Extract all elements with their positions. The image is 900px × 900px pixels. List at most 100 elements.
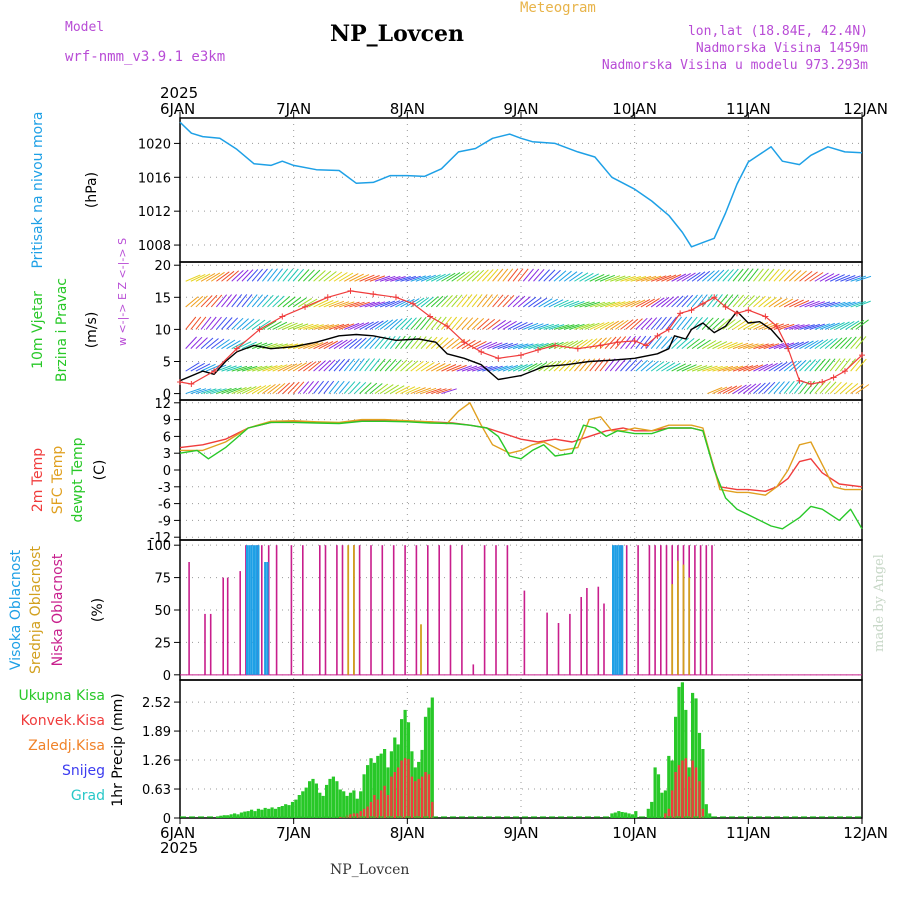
wind-vector bbox=[436, 273, 451, 282]
bar-ukupna-kisa bbox=[284, 804, 288, 818]
wind-vector bbox=[195, 316, 207, 330]
wind-vector bbox=[855, 358, 867, 372]
wind-vector bbox=[625, 318, 639, 330]
wind-vector bbox=[226, 387, 242, 395]
bar-ukupna-kisa bbox=[660, 792, 664, 818]
wind-vector bbox=[528, 343, 544, 350]
wind-vector bbox=[717, 341, 733, 350]
wind-vector bbox=[374, 336, 386, 349]
wind-vector bbox=[533, 342, 549, 350]
wind-vector bbox=[599, 336, 612, 350]
bar-ukupna-kisa bbox=[708, 813, 712, 818]
wind-vector bbox=[661, 274, 677, 282]
wind-vector bbox=[343, 338, 358, 350]
wind-vector bbox=[415, 336, 427, 349]
wind-vector bbox=[788, 360, 802, 372]
x-tick-label-top: 9JAN bbox=[503, 100, 538, 118]
wind-vector bbox=[492, 342, 508, 350]
wind-vector bbox=[819, 273, 835, 282]
wind-vector bbox=[850, 301, 866, 308]
wind-vector bbox=[773, 269, 786, 282]
y-tick-label: 25 bbox=[154, 636, 171, 651]
wind-vector bbox=[804, 300, 820, 308]
wind-vector bbox=[282, 382, 295, 394]
bar-ukupna-kisa bbox=[650, 801, 654, 818]
wind-vector bbox=[824, 381, 837, 394]
bar-ukupna-kisa bbox=[369, 758, 373, 818]
gust-marker bbox=[785, 345, 792, 352]
y-tick-label: 75 bbox=[154, 572, 171, 587]
wind-vector bbox=[722, 385, 738, 395]
wind-vector bbox=[522, 268, 534, 282]
wind-vector bbox=[415, 316, 427, 330]
wind-vector bbox=[579, 338, 593, 350]
wind-vector bbox=[390, 385, 405, 395]
pressure-unit: (hPa) bbox=[84, 172, 100, 208]
wind-vector bbox=[845, 275, 861, 282]
bar-konvek-kisa bbox=[390, 776, 393, 818]
wind-vector bbox=[794, 270, 807, 282]
wind-vector bbox=[793, 380, 805, 394]
bar-ukupna-kisa bbox=[670, 760, 674, 818]
wind-vector bbox=[512, 295, 526, 308]
wind-vector bbox=[523, 322, 539, 330]
wind-vector bbox=[584, 273, 600, 282]
wind-vector bbox=[405, 360, 419, 372]
wind-vector bbox=[610, 275, 626, 282]
wind-vector bbox=[553, 324, 570, 330]
wind-vector bbox=[497, 320, 512, 330]
wind-vector bbox=[221, 339, 236, 350]
wind-vector bbox=[292, 297, 307, 308]
panel-frame bbox=[179, 261, 863, 401]
bar-ukupna-kisa bbox=[663, 790, 667, 818]
x-tick-label-top: 7JAN bbox=[276, 100, 311, 118]
bar-ukupna-kisa bbox=[352, 790, 356, 818]
wind-vector bbox=[369, 336, 381, 349]
wind-vector bbox=[441, 337, 454, 350]
gust-marker bbox=[665, 326, 672, 333]
cloud-label-high: Visoka Oblacnost bbox=[8, 549, 24, 670]
wind-unit: (m/s) bbox=[84, 312, 100, 349]
wind-vector bbox=[742, 383, 757, 394]
wind-vector bbox=[226, 317, 239, 330]
wind-vector bbox=[384, 300, 401, 308]
model-name: wrf-nmm_v3.9.1 e3km bbox=[65, 49, 226, 65]
wind-vector bbox=[799, 300, 815, 308]
wind-vector bbox=[257, 384, 271, 395]
wind-vector bbox=[303, 324, 319, 330]
wind-vector bbox=[594, 301, 611, 308]
wind-vector bbox=[323, 271, 337, 282]
wind-vector bbox=[840, 275, 856, 282]
wind-vector bbox=[379, 358, 391, 372]
bar-ukupna-kisa bbox=[328, 778, 332, 818]
bar-ukupna-kisa bbox=[270, 807, 274, 818]
wind-vector bbox=[676, 363, 692, 372]
wind-vector bbox=[814, 338, 829, 350]
wind-vector bbox=[318, 270, 332, 282]
wind-vector bbox=[748, 343, 764, 350]
wind-vector bbox=[855, 300, 871, 308]
wind-vector bbox=[855, 275, 872, 282]
wind-vector bbox=[640, 275, 657, 282]
bar-ukupna-kisa bbox=[423, 716, 428, 818]
wind-vector bbox=[543, 324, 560, 330]
wind-vector bbox=[528, 362, 543, 372]
wind-vector bbox=[456, 294, 468, 308]
bar-ukupna-kisa bbox=[338, 789, 342, 818]
wind-vector bbox=[650, 361, 665, 372]
wind-vector bbox=[778, 381, 790, 394]
bar-ukupna-kisa bbox=[308, 781, 312, 818]
wind-vector bbox=[753, 382, 766, 394]
bar-konvek-kisa bbox=[349, 814, 352, 818]
bar-srednja-oblacnost bbox=[677, 560, 679, 675]
wind-vector bbox=[241, 341, 257, 350]
gust-marker bbox=[256, 326, 263, 333]
bar-ukupna-kisa bbox=[222, 815, 226, 818]
bar-ukupna-kisa bbox=[311, 778, 315, 818]
wind-vector bbox=[420, 316, 432, 330]
wind-vector bbox=[466, 270, 480, 282]
wind-vector bbox=[338, 301, 355, 308]
wind-vector bbox=[215, 294, 228, 308]
wind-vector bbox=[420, 361, 435, 372]
bar-ukupna-kisa bbox=[342, 791, 346, 818]
